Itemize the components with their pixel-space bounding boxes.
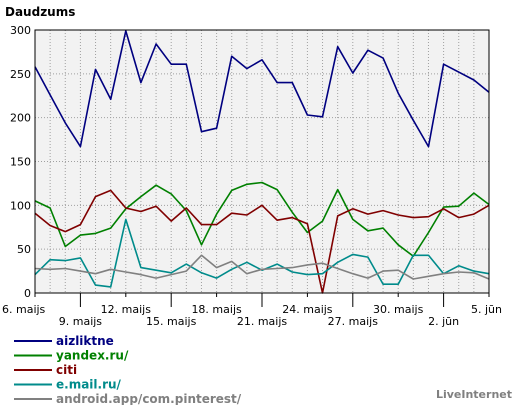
x-tick-label: 6. maijs xyxy=(2,303,46,316)
x-tick-label: 9. maijs xyxy=(59,315,103,328)
plot-frame xyxy=(34,29,490,294)
y-tick-label: 250 xyxy=(10,68,31,81)
series-lines xyxy=(34,30,490,294)
x-tick-label: 2. jūn xyxy=(428,315,459,328)
x-tick-label: 15. maijs xyxy=(146,315,197,328)
x-tick-label: 12. maijs xyxy=(101,303,152,316)
y-tick-label: 0 xyxy=(24,287,31,300)
series-line-android-app-com-pinterest xyxy=(34,254,490,280)
legend-label: yandex.ru/ xyxy=(56,349,129,363)
x-tick-label: 27. maijs xyxy=(328,315,379,328)
legend: aizliktneyandex.ru/citie.mail.ru/android… xyxy=(14,334,242,405)
y-tick-label: 200 xyxy=(10,112,31,125)
y-tick-label: 300 xyxy=(10,24,31,37)
y-axis: 0 50 100 150 200 250 300 xyxy=(10,24,31,300)
series-line-citi xyxy=(34,189,490,294)
x-tick-label: 18. maijs xyxy=(191,303,242,316)
legend-label: android.app/com.pinterest/ xyxy=(56,392,242,405)
series-line-e-mail-ru xyxy=(34,218,490,288)
series-line-aizliktne xyxy=(34,30,490,148)
chart-title: Daudzums xyxy=(5,5,75,19)
gridlines xyxy=(35,30,489,293)
x-axis: 6. maijs 12. maijs 18. maijs 24. maijs 30. m… xyxy=(2,293,502,328)
brand-label: LiveInternet xyxy=(436,388,512,401)
legend-label: aizliktne xyxy=(56,334,114,348)
x-tick-label: 24. maijs xyxy=(282,303,333,316)
y-tick-label: 100 xyxy=(10,199,31,212)
legend-label: e.mail.ru/ xyxy=(56,378,122,392)
x-tick-label: 5. jūn xyxy=(471,303,502,316)
legend-label: citi xyxy=(56,363,77,377)
x-tick-label: 30. maijs xyxy=(373,303,424,316)
y-tick-label: 50 xyxy=(17,243,31,256)
x-tick-label: 21. maijs xyxy=(237,315,288,328)
y-tick-label: 150 xyxy=(10,156,31,169)
